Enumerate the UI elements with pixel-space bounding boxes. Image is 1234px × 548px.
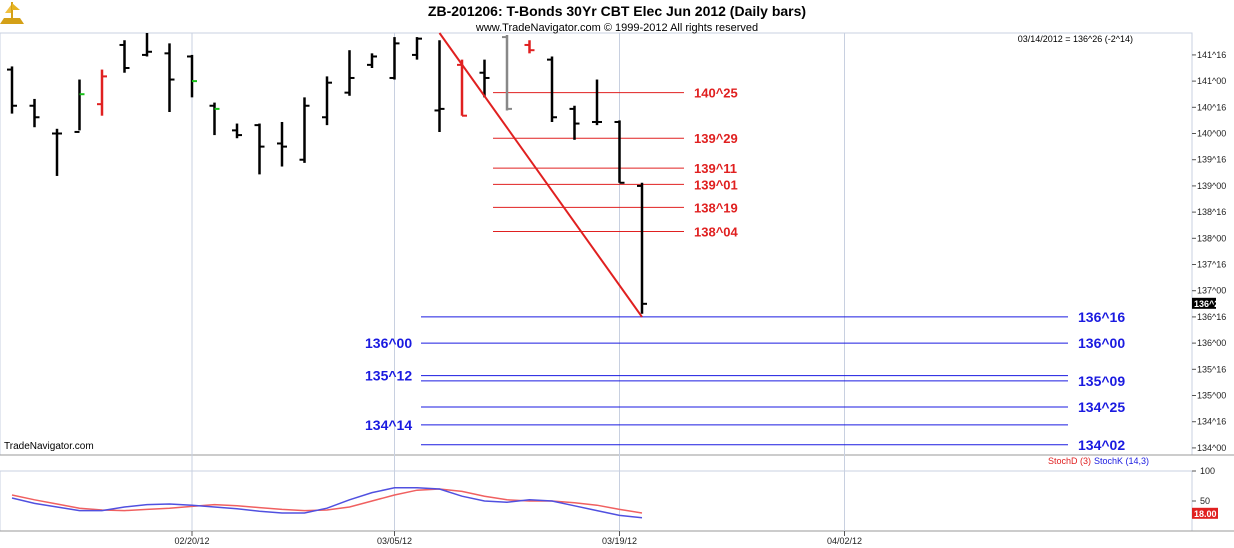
chart-title: ZB-201206: T-Bonds 30Yr CBT Elec Jun 201… bbox=[428, 3, 806, 19]
price-tick-label: 139^16 bbox=[1197, 155, 1226, 165]
ohlc-bar bbox=[344, 50, 355, 96]
ohlc-bar bbox=[614, 120, 625, 184]
ohlc-bar bbox=[367, 53, 377, 69]
date-tick-label: 02/20/12 bbox=[174, 536, 209, 546]
ohlc-bar bbox=[502, 35, 512, 111]
stoch-d-line bbox=[11, 488, 643, 514]
support-label-right: 134^25 bbox=[1078, 399, 1125, 415]
price-tick-label: 137^16 bbox=[1197, 260, 1226, 270]
price-tick-label: 137^00 bbox=[1197, 286, 1226, 296]
ohlc-bar bbox=[142, 33, 152, 57]
support-label-right: 136^00 bbox=[1078, 335, 1125, 351]
date-tick-label: 03/19/12 bbox=[602, 536, 637, 546]
ohlc-bar bbox=[547, 56, 557, 122]
price-tick-label: 138^00 bbox=[1197, 233, 1226, 243]
ohlc-bar bbox=[479, 59, 490, 98]
support-label-right: 136^16 bbox=[1078, 309, 1125, 325]
date-axis: 02/20/12 03/05/12 03/19/12 04/02/12 bbox=[174, 531, 862, 546]
stoch-k-line bbox=[11, 487, 643, 519]
price-tick-label: 135^00 bbox=[1197, 391, 1226, 401]
ohlc-bar bbox=[637, 182, 647, 314]
stoch-tick-label: 50 bbox=[1200, 496, 1210, 506]
price-tick-label: 134^16 bbox=[1197, 417, 1226, 427]
stochastic-panel: 100 50 StochD (3) StochK (14,3) 18.00 bbox=[11, 456, 1218, 519]
price-tick-label: 140^00 bbox=[1197, 129, 1226, 139]
ohlc-bar bbox=[524, 40, 535, 54]
price-tick-label: 136^00 bbox=[1197, 338, 1226, 348]
price-tick-label: 135^16 bbox=[1197, 364, 1226, 374]
price-tick-label: 141^16 bbox=[1197, 50, 1226, 60]
chart-subtitle: www.TradeNavigator.com © 1999-2012 All r… bbox=[475, 22, 758, 34]
ohlc-bar bbox=[299, 97, 310, 163]
current-price-tag: 136^26 bbox=[1192, 297, 1224, 309]
stoch-tag-value: 18.00 bbox=[1194, 509, 1217, 519]
resistance-label: 140^25 bbox=[694, 86, 738, 101]
support-label-left: 134^14 bbox=[365, 417, 412, 433]
svg-text:136^26: 136^26 bbox=[1194, 299, 1224, 309]
price-tick-label: 138^16 bbox=[1197, 207, 1226, 217]
ohlc-bar bbox=[322, 76, 332, 126]
stoch-tag-bg bbox=[1192, 507, 1218, 519]
support-label-left: 136^00 bbox=[365, 335, 412, 351]
support-label-right: 134^02 bbox=[1078, 437, 1125, 453]
last-quote: 03/14/2012 = 136^26 (-2^14) bbox=[1018, 34, 1133, 44]
trend-line-group bbox=[438, 32, 643, 318]
ohlc-bar bbox=[74, 79, 85, 133]
stoch-value-tag: 18.00 bbox=[1192, 507, 1218, 519]
price-bars bbox=[7, 33, 647, 314]
watermark: TradeNavigator.com bbox=[4, 441, 94, 452]
support-label-left: 135^12 bbox=[365, 368, 412, 384]
trend-line bbox=[438, 32, 643, 318]
price-tick-label: 139^00 bbox=[1197, 181, 1226, 191]
ohlc-bar bbox=[29, 98, 40, 128]
ohlc-bar bbox=[119, 40, 130, 73]
date-tick-label: 04/02/12 bbox=[827, 536, 862, 546]
ohlc-bar bbox=[389, 37, 400, 80]
price-tick-label: 134^00 bbox=[1197, 443, 1226, 453]
resistance-label: 139^01 bbox=[694, 177, 738, 192]
price-tick-label: 141^00 bbox=[1197, 76, 1226, 86]
price-tick-label: 136^16 bbox=[1197, 312, 1226, 322]
ohlc-bar bbox=[52, 128, 62, 176]
resistance-label: 138^19 bbox=[694, 200, 738, 215]
ohlc-bar bbox=[254, 123, 265, 175]
date-tick-label: 03/05/12 bbox=[377, 536, 412, 546]
ohlc-bar bbox=[97, 69, 107, 116]
price-axis: 141^16 141^00 140^16 140^00 139^16 139^00 138^… bbox=[1192, 50, 1226, 453]
ohlc-bar bbox=[232, 123, 242, 139]
support-label-right: 135^09 bbox=[1078, 373, 1125, 389]
stoch-d-legend: StochD (3) bbox=[1048, 456, 1091, 466]
ohlc-bar bbox=[7, 66, 17, 114]
ohlc-bar bbox=[434, 40, 445, 132]
ohlc-bar bbox=[209, 102, 220, 136]
ohlc-bar bbox=[592, 79, 602, 126]
ohlc-bar bbox=[569, 105, 580, 140]
ohlc-bar bbox=[412, 37, 422, 60]
stoch-tick-label: 100 bbox=[1200, 466, 1215, 476]
grid-lines bbox=[191, 33, 845, 531]
ohlc-bar bbox=[164, 43, 175, 113]
resistance-label: 139^11 bbox=[694, 161, 737, 176]
resistance-label: 138^04 bbox=[694, 225, 739, 240]
ohlc-bar bbox=[187, 54, 197, 98]
stoch-panel-frame bbox=[0, 470, 1193, 532]
resistance-label: 139^29 bbox=[694, 131, 738, 146]
ohlc-bar bbox=[277, 121, 287, 167]
logo-icon bbox=[0, 2, 24, 24]
stoch-k-legend: StochK (14,3) bbox=[1094, 456, 1149, 466]
price-tick-label: 140^16 bbox=[1197, 102, 1226, 112]
